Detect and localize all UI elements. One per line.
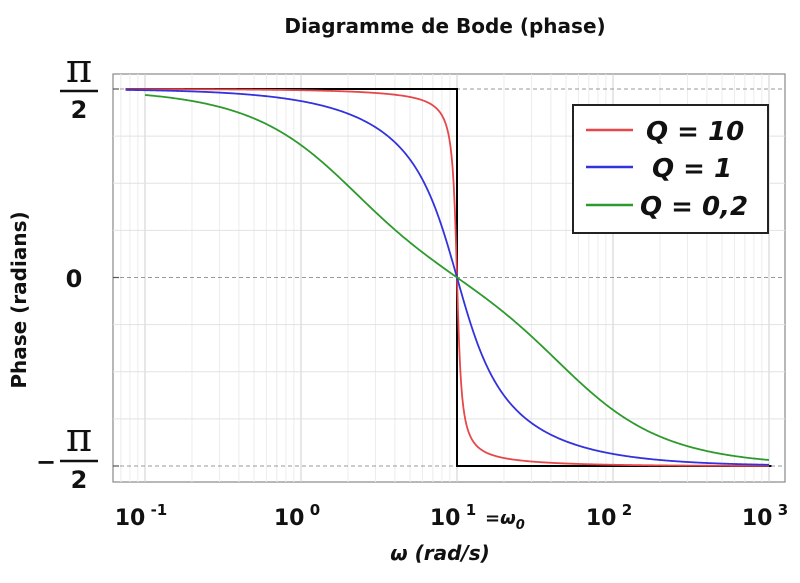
y-tick-bottom-sign: − bbox=[36, 448, 56, 476]
x-tick-label-5: 10 3 bbox=[742, 501, 788, 531]
y-tick-top: π 2 bbox=[60, 46, 98, 124]
legend-label-2: Q = 1 bbox=[652, 154, 732, 184]
x-axis-label: ω (rad/s) bbox=[390, 541, 490, 565]
y-tick-bottom-num: π bbox=[66, 415, 92, 461]
y-axis-label: Phase (radians) bbox=[7, 211, 31, 388]
y-tick-top-num: π bbox=[66, 46, 92, 92]
x-tick-label-3: 10 1 bbox=[430, 501, 476, 531]
omega0-annotation: =ω0 bbox=[485, 508, 525, 533]
series-line-2 bbox=[125, 89, 770, 466]
legend-label-1: Q = 10 bbox=[646, 117, 744, 147]
x-tick-label-4: 10 2 bbox=[586, 501, 632, 531]
y-tick-bottom-den: 2 bbox=[71, 466, 88, 494]
legend: Q = 10 Q = 1 Q = 0,2 bbox=[572, 104, 769, 234]
y-tick-bottom: − π 2 bbox=[36, 415, 98, 494]
y-tick-top-den: 2 bbox=[71, 96, 88, 124]
legend-label-3: Q = 0,2 bbox=[640, 192, 748, 222]
legend-box bbox=[572, 104, 769, 234]
chart-title: Diagramme de Bode (phase) bbox=[284, 14, 605, 38]
y-tick-zero: 0 bbox=[66, 265, 83, 293]
series-line-3 bbox=[144, 94, 770, 461]
x-tick-labels: 10 -1 10 0 10 1 10 2 10 3 bbox=[115, 501, 788, 531]
x-tick-label-1: 10 -1 bbox=[115, 501, 168, 531]
series-line-1 bbox=[125, 88, 769, 467]
series-lines bbox=[125, 88, 770, 467]
x-tick-label-2: 10 0 bbox=[274, 501, 320, 531]
